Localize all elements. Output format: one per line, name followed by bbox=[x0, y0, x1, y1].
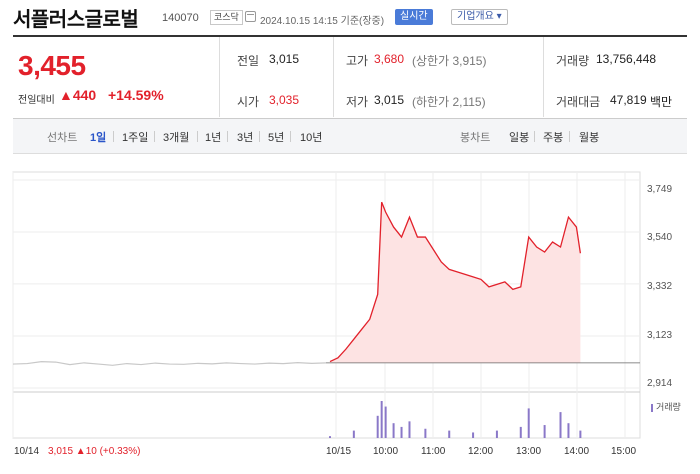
volume-bar bbox=[559, 412, 562, 438]
volume-bar bbox=[380, 401, 383, 438]
series-line-today bbox=[329, 201, 582, 363]
stock-code: 140070 bbox=[162, 12, 199, 24]
divider bbox=[333, 37, 334, 117]
volume-bar bbox=[472, 432, 475, 438]
line-chart-label: 선차트 bbox=[47, 132, 78, 144]
candle-daily[interactable]: 일봉 bbox=[509, 132, 530, 144]
trade-value: 47,819 bbox=[610, 93, 647, 107]
volume-bar bbox=[424, 428, 427, 438]
x-tick: 13:00 bbox=[516, 446, 542, 457]
divider bbox=[219, 37, 220, 117]
candle-monthly[interactable]: 월봉 bbox=[579, 132, 600, 144]
candle-chart-label: 봉차트 bbox=[460, 132, 491, 144]
volume-legend-mark bbox=[651, 404, 653, 412]
volume-bar bbox=[376, 415, 379, 438]
period-3y[interactable]: 3년 bbox=[237, 132, 254, 144]
clock-icon bbox=[245, 11, 256, 22]
low-value: 3,015 bbox=[374, 93, 405, 107]
x-tick: 10/14 bbox=[14, 446, 40, 457]
price-chart-svg bbox=[12, 171, 653, 439]
volume-bar bbox=[329, 436, 331, 438]
quote-divider bbox=[13, 118, 687, 119]
market-badge: 코스닥 bbox=[210, 10, 243, 25]
chart-toolbar: 선차트 1일 1주일 3개월 1년 3년 5년 10년 봉차트 일봉 주봉 월봉 bbox=[13, 119, 687, 154]
low-label: 저가 bbox=[346, 95, 369, 109]
volume-bar bbox=[448, 430, 451, 438]
y-tick: 3,749 bbox=[647, 184, 673, 195]
candle-weekly[interactable]: 주봉 bbox=[543, 132, 564, 144]
volume-bar bbox=[495, 430, 498, 438]
prev-close-value: 3,015 bbox=[269, 52, 300, 66]
header-divider bbox=[13, 35, 687, 37]
change-percent: +14.59% bbox=[108, 87, 164, 103]
volume-bar bbox=[384, 406, 387, 438]
period-1d[interactable]: 1일 bbox=[90, 132, 107, 144]
volume-bar bbox=[408, 421, 411, 438]
period-1y[interactable]: 1년 bbox=[205, 132, 222, 144]
volume-bar bbox=[579, 430, 582, 438]
x-tick: 11:00 bbox=[421, 446, 446, 457]
open-value: 3,035 bbox=[269, 93, 300, 107]
high-value: 3,680 bbox=[374, 52, 405, 66]
trade-value-unit: 백만 bbox=[650, 95, 673, 109]
trade-value-label: 거래대금 bbox=[556, 95, 601, 109]
volume-bar bbox=[543, 425, 546, 438]
stock-header: 서플러스글로벌 140070 코스닥 2024.10.15 14:15 기준(장… bbox=[0, 0, 700, 34]
volume-bar bbox=[519, 426, 522, 438]
volume-bar bbox=[567, 423, 570, 438]
volume-label: 거래량 bbox=[556, 54, 590, 68]
prev-day-note: 3,015 ▲10 (+0.33%) bbox=[48, 446, 141, 457]
change-label: 전일대비 bbox=[18, 95, 55, 106]
period-5y[interactable]: 5년 bbox=[268, 132, 285, 144]
timestamp: 2024.10.15 14:15 기준(장중) bbox=[260, 16, 385, 27]
period-3m[interactable]: 3개월 bbox=[163, 132, 190, 144]
y-tick: 3,332 bbox=[647, 281, 673, 292]
volume-bar bbox=[392, 423, 395, 438]
volume-bar bbox=[352, 430, 355, 438]
change-value: ▲440 bbox=[59, 87, 97, 103]
x-tick: 10:00 bbox=[373, 446, 399, 457]
prev-close-label: 전일 bbox=[237, 54, 260, 68]
x-tick: 14:00 bbox=[564, 446, 590, 457]
upper-limit: (상한가 3,915) bbox=[412, 54, 487, 68]
series-area-today bbox=[330, 202, 581, 363]
x-tick: 15:00 bbox=[611, 446, 637, 457]
volume-bar bbox=[527, 408, 530, 438]
realtime-button[interactable]: 실시간 bbox=[395, 9, 433, 25]
y-tick: 3,540 bbox=[647, 232, 673, 243]
high-label: 고가 bbox=[346, 54, 369, 68]
y-tick: 3,123 bbox=[647, 330, 673, 341]
volume-value: 13,756,448 bbox=[596, 52, 657, 66]
price-chart: 3,749 3,540 3,332 3,123 2,914 거래량 10/14 … bbox=[0, 160, 700, 474]
open-label: 시가 bbox=[237, 95, 260, 109]
x-tick: 10/15 bbox=[326, 446, 352, 457]
y-tick: 2,914 bbox=[647, 378, 673, 389]
current-price: 3,455 bbox=[18, 50, 86, 81]
divider bbox=[543, 37, 544, 117]
company-info-dropdown[interactable]: 기업개요 ▾ bbox=[451, 9, 508, 25]
volume-legend: 거래량 bbox=[656, 402, 681, 412]
stock-name: 서플러스글로벌 bbox=[13, 9, 139, 31]
period-1w[interactable]: 1주일 bbox=[122, 132, 149, 144]
volume-bar bbox=[400, 426, 403, 438]
series-line-prev-day bbox=[12, 360, 327, 366]
x-tick: 12:00 bbox=[468, 446, 494, 457]
lower-limit: (하한가 2,115) bbox=[412, 95, 486, 109]
period-10y[interactable]: 10년 bbox=[300, 132, 323, 144]
